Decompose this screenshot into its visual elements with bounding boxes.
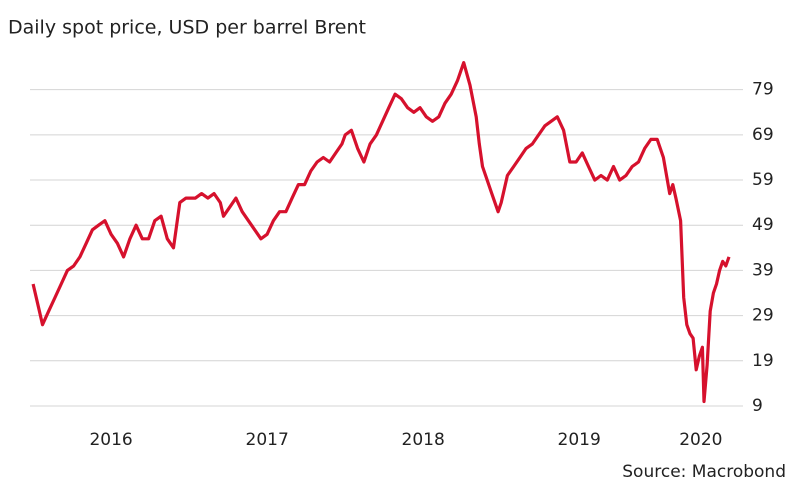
source-note: Source: Macrobond [622, 462, 786, 482]
y-tick-label: 19 [752, 351, 774, 371]
x-tick-label: 2018 [402, 430, 445, 450]
y-tick-label: 9 [752, 396, 763, 416]
y-tick-label: 59 [752, 170, 774, 190]
y-tick-label: 29 [752, 306, 774, 326]
x-tick-label: 2019 [558, 430, 601, 450]
y-tick-label: 39 [752, 260, 774, 280]
y-tick-label: 49 [752, 215, 774, 235]
x-tick-label: 2016 [89, 430, 132, 450]
x-tick-label: 2017 [246, 430, 289, 450]
chart-title: Daily spot price, USD per barrel Brent [8, 17, 366, 39]
y-tick-label: 69 [752, 125, 774, 145]
x-tick-label: 2020 [679, 430, 722, 450]
price-line [31, 61, 731, 404]
y-tick-label: 79 [752, 80, 774, 100]
